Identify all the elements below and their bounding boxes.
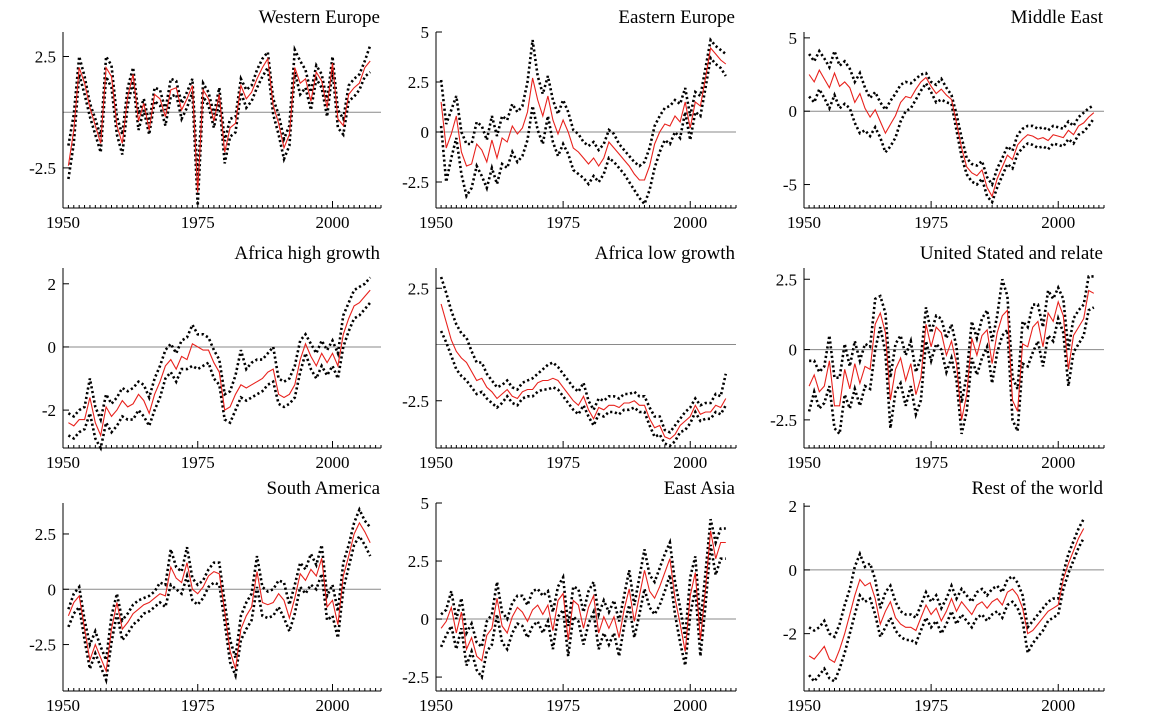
- lower-band-line: [439, 55, 727, 207]
- panel-title: Africa high growth: [234, 243, 380, 264]
- y-tick-label: -5: [783, 176, 797, 195]
- median-line: [67, 57, 371, 193]
- median-line: [67, 521, 371, 674]
- x-tick-label: 2000: [315, 453, 349, 472]
- panel-title: East Asia: [664, 478, 736, 499]
- panel-7: 1950 1975 2000 -2.5 0 2.5 South America: [29, 478, 382, 715]
- x-tick-label: 2000: [673, 213, 707, 232]
- x-tick-label: 1950: [787, 696, 821, 715]
- upper-band-line: [808, 518, 1085, 639]
- x-tick-label: 1975: [914, 696, 948, 715]
- median-line: [808, 528, 1085, 664]
- upper-band-line: [439, 37, 727, 168]
- x-tick-label: 1950: [419, 213, 453, 232]
- x-tick-label: 1975: [914, 213, 948, 232]
- lower-band-line: [808, 537, 1085, 684]
- lower-band-line: [67, 63, 372, 206]
- y-tick-label: 5: [421, 23, 430, 42]
- y-tick-label: -2: [42, 401, 56, 420]
- x-tick-label: 2000: [315, 696, 349, 715]
- y-tick-label: 0: [421, 610, 430, 629]
- panel-title: Africa low growth: [595, 243, 736, 264]
- upper-band-line: [439, 276, 728, 434]
- median-line: [440, 46, 727, 181]
- x-tick-label: 2000: [673, 453, 707, 472]
- y-tick-label: -2: [783, 625, 797, 644]
- upper-band-line: [67, 506, 372, 666]
- y-tick-label: -2.5: [402, 173, 429, 192]
- y-tick-label: 2: [789, 497, 798, 516]
- y-tick-label: 5: [421, 494, 430, 513]
- lower-band-line: [439, 330, 727, 448]
- y-tick-label: 5: [789, 29, 798, 48]
- y-tick-label: -2.5: [402, 668, 429, 687]
- y-tick-label: 2.5: [408, 73, 429, 92]
- lower-band-line: [67, 533, 372, 685]
- y-tick-label: -2.5: [29, 159, 56, 178]
- x-tick-label: 1975: [546, 453, 580, 472]
- y-tick-label: 0: [48, 338, 57, 357]
- y-tick-label: -2.5: [402, 392, 429, 411]
- panel-5: 1950 1975 2000 -2.5 2.5 Africa low growth: [402, 243, 737, 472]
- median-line: [68, 289, 371, 438]
- x-tick-label: 1950: [46, 453, 80, 472]
- y-tick-label: 2.5: [408, 279, 429, 298]
- x-tick-label: 1975: [546, 696, 580, 715]
- x-tick-label: 2000: [1041, 696, 1075, 715]
- panel-8: 1950 1975 2000 -2.5 0 2.5 5 East Asia: [402, 478, 737, 715]
- x-tick-label: 1950: [46, 696, 80, 715]
- x-tick-label: 1975: [546, 213, 580, 232]
- y-tick-label: 0: [48, 580, 57, 599]
- panel-2: 1950 1975 2000 -2.5 0 2.5 5 Eastern Europe: [402, 7, 737, 232]
- panel-3: 1950 1975 2000 -5 0 5 Middle East: [783, 7, 1105, 232]
- y-tick-label: 2.5: [35, 48, 56, 67]
- x-tick-label: 1950: [419, 453, 453, 472]
- x-tick-label: 1950: [787, 213, 821, 232]
- x-tick-label: 1975: [914, 453, 948, 472]
- y-tick-label: 2.5: [35, 525, 56, 544]
- upper-band-line: [440, 518, 726, 650]
- x-tick-label: 1975: [181, 696, 215, 715]
- panel-9: 1950 1975 2000 -2 0 2 Rest of the world: [783, 478, 1105, 715]
- upper-band-line: [67, 276, 372, 424]
- y-tick-label: 0: [421, 123, 430, 142]
- x-tick-label: 2000: [673, 696, 707, 715]
- upper-band-line: [808, 46, 1095, 188]
- x-tick-label: 1950: [419, 696, 453, 715]
- median-line: [808, 68, 1095, 198]
- y-tick-label: 0: [789, 561, 798, 580]
- x-tick-label: 2000: [1041, 453, 1075, 472]
- median-line: [808, 289, 1095, 421]
- panel-1: 1950 1975 2000 -2.5 2.5 Western Europe: [29, 7, 382, 232]
- x-tick-label: 1950: [46, 213, 80, 232]
- x-tick-label: 1975: [181, 453, 215, 472]
- y-tick-label: 2: [48, 275, 57, 294]
- median-line: [440, 530, 726, 662]
- y-tick-label: 2.5: [408, 552, 429, 571]
- y-tick-label: -2.5: [29, 636, 56, 655]
- panel-title: Middle East: [1011, 7, 1104, 28]
- y-tick-label: 0: [789, 341, 798, 360]
- lower-band-line: [67, 301, 372, 452]
- panel-title: United Stated and relate: [920, 243, 1103, 264]
- x-tick-label: 1975: [181, 213, 215, 232]
- panel-title: South America: [267, 478, 381, 499]
- panel-title: Rest of the world: [972, 478, 1104, 499]
- lower-band-line: [808, 80, 1095, 205]
- panel-title: Eastern Europe: [618, 7, 735, 28]
- panel-4: 1950 1975 2000 -2 0 2 Africa high growth: [42, 243, 382, 472]
- y-tick-label: -2.5: [770, 411, 797, 430]
- lower-band-line: [807, 306, 1095, 437]
- x-tick-label: 1950: [787, 453, 821, 472]
- median-line: [440, 303, 727, 440]
- lower-band-line: [439, 544, 726, 681]
- x-tick-label: 2000: [1041, 213, 1075, 232]
- panel-6: 1950 1975 2000 -2.5 0 2.5 United Stated and re…: [770, 243, 1105, 472]
- upper-band-line: [809, 275, 1094, 404]
- panel-title: Western Europe: [259, 7, 380, 28]
- x-tick-label: 2000: [315, 213, 349, 232]
- y-tick-label: 0: [789, 102, 798, 121]
- y-tick-label: 2.5: [776, 270, 797, 289]
